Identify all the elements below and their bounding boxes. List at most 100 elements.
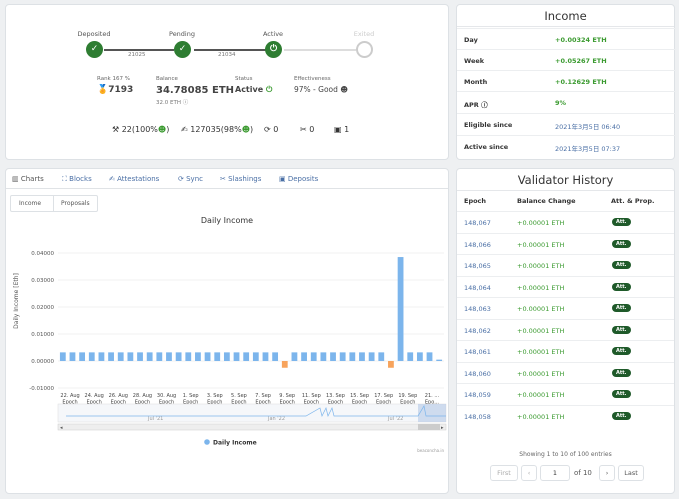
subtab-income[interactable]: Income <box>19 200 42 207</box>
chart-bar[interactable] <box>281 361 288 368</box>
x-tick-label: Epoch <box>62 400 77 406</box>
epoch-link[interactable]: 148,061 <box>464 348 491 356</box>
chart-bar[interactable] <box>272 352 279 361</box>
chart-bar[interactable] <box>233 352 240 361</box>
chart-bar[interactable] <box>436 359 443 361</box>
chart-bar[interactable] <box>320 352 327 361</box>
epoch-link[interactable]: 148,066 <box>464 240 491 249</box>
chart-bar[interactable] <box>108 352 114 361</box>
chart-ylabel: Daily Income [Eth] <box>13 273 20 329</box>
chart-bar[interactable] <box>204 352 211 361</box>
chart-bar[interactable] <box>98 352 105 361</box>
epoch-link[interactable]: 148,067 <box>464 219 491 227</box>
chart-bar[interactable] <box>195 352 201 361</box>
tab-attestations[interactable]: ✍ Attestations <box>109 175 160 183</box>
chart-bar[interactable] <box>214 352 221 361</box>
chart-bar[interactable] <box>185 352 192 361</box>
chart-legend[interactable]: Daily Income <box>204 439 257 447</box>
x-tick-label: 15. Sep <box>350 393 369 399</box>
subtab-proposals[interactable]: Proposals <box>61 200 90 207</box>
stat-deposits[interactable]: ▣ 1 <box>334 125 350 134</box>
chart-bar[interactable] <box>310 352 317 361</box>
chart-bar[interactable] <box>407 352 414 361</box>
chart-bar[interactable] <box>79 352 86 361</box>
stat-slashings[interactable]: ✂ 0 <box>300 125 315 134</box>
navigator-range[interactable] <box>418 404 446 422</box>
table-row: 148,063 +0.00001 ETH Att. <box>457 297 674 319</box>
pager-first[interactable]: First <box>490 465 518 481</box>
chart-bar[interactable] <box>368 352 375 361</box>
table-row: 148,066 +0.00001 ETH Att. <box>457 232 674 255</box>
chart-bar[interactable] <box>301 352 307 361</box>
chart-credit[interactable]: beaconcha.in <box>417 448 444 453</box>
tab-sync[interactable]: ⟳ Sync <box>178 175 203 183</box>
chart-bar[interactable] <box>223 352 230 361</box>
chart-bar[interactable] <box>117 352 124 361</box>
epoch-link[interactable]: 148,059 <box>464 391 491 399</box>
chart-bar[interactable] <box>262 352 269 361</box>
step-label-pending: Pending <box>169 30 195 38</box>
header-att-prop[interactable]: Att. & Prop. <box>611 197 655 205</box>
pager-last[interactable]: Last <box>618 465 644 481</box>
chart-bar[interactable] <box>127 352 134 361</box>
header-epoch[interactable]: Epoch <box>464 197 487 205</box>
chart-bar[interactable] <box>330 352 336 361</box>
balance-change: +0.00001 ETH <box>517 262 565 270</box>
chart-title: Daily Income <box>201 216 253 225</box>
chart-navigator[interactable]: Jul '21 Jan '22 Jul '22 ◂ ▸ <box>57 403 447 431</box>
chart-bar[interactable] <box>166 352 172 361</box>
epoch-link[interactable]: 148,058 <box>464 412 491 421</box>
chart-bar[interactable] <box>426 352 433 361</box>
x-tick-label: Epoch <box>255 400 270 406</box>
chart-bar[interactable] <box>339 352 346 361</box>
chart-bar[interactable] <box>378 352 385 361</box>
chart-bar[interactable] <box>69 352 76 361</box>
chart-bar[interactable] <box>349 352 356 361</box>
epoch-link[interactable]: 148,062 <box>464 326 491 335</box>
scroll-right-icon[interactable]: ▸ <box>441 425 444 431</box>
tab-blocks[interactable]: ⛶ Blocks <box>62 175 92 183</box>
chart-bar[interactable] <box>137 352 143 361</box>
x-tick-label: 13. Sep <box>326 393 345 399</box>
chart-bar[interactable] <box>397 257 404 361</box>
att-badge: Att. <box>612 390 631 398</box>
rank-value[interactable]: 🏅7193 <box>97 85 134 95</box>
info-icon[interactable]: ⓘ <box>182 100 189 106</box>
navigator-label: Jan '22 <box>267 416 285 422</box>
scroll-left-icon[interactable]: ◂ <box>60 425 63 431</box>
chart-bar[interactable] <box>146 352 153 361</box>
balance-change: +0.00001 ETH <box>517 412 565 421</box>
chart-bar[interactable] <box>252 352 259 361</box>
chart-bar[interactable] <box>175 352 182 361</box>
pager-prev[interactable]: ‹ <box>521 465 537 481</box>
navigator-thumb[interactable] <box>418 424 440 430</box>
table-row: 148,061 +0.00001 ETH Att. <box>457 340 674 362</box>
page-input[interactable]: 1 <box>540 465 570 481</box>
chart-bar[interactable] <box>416 352 423 361</box>
chart-bar[interactable] <box>291 352 298 361</box>
tab-charts[interactable]: ▥ Charts <box>12 175 44 183</box>
epoch-link[interactable]: 148,060 <box>464 369 491 378</box>
chart-bar[interactable] <box>388 361 394 368</box>
tab-slashings[interactable]: ✂ Slashings <box>220 175 262 183</box>
chart-bar[interactable] <box>156 352 163 361</box>
x-tick-label: Epo... <box>425 400 439 406</box>
epoch-link[interactable]: 148,064 <box>464 283 491 292</box>
chart-bar[interactable] <box>243 352 250 361</box>
att-badge: Att. <box>612 411 631 420</box>
chart-bar[interactable] <box>359 352 365 361</box>
effectiveness-value: 97% - Good ☻ <box>294 85 349 94</box>
epoch-link[interactable]: 148,065 <box>464 262 491 270</box>
epoch-link[interactable]: 148,063 <box>464 305 491 313</box>
chart-bar[interactable] <box>88 352 95 361</box>
activation-epoch: 21034 <box>218 52 236 58</box>
navigator-scrollbar[interactable] <box>57 423 447 431</box>
stat-blocks[interactable]: ⚒ 22(100%☻) <box>112 125 170 134</box>
stat-attestations[interactable]: ✍ 127035(98%☻) <box>181 125 254 134</box>
pager-next[interactable]: › <box>599 465 615 481</box>
info-icon[interactable]: ⓘ <box>481 101 488 109</box>
header-balance-change[interactable]: Balance Change <box>517 197 576 205</box>
tab-deposits[interactable]: ▣ Deposits <box>279 175 319 183</box>
chart-bar[interactable] <box>59 352 66 361</box>
stat-sync[interactable]: ⟳ 0 <box>264 125 279 134</box>
